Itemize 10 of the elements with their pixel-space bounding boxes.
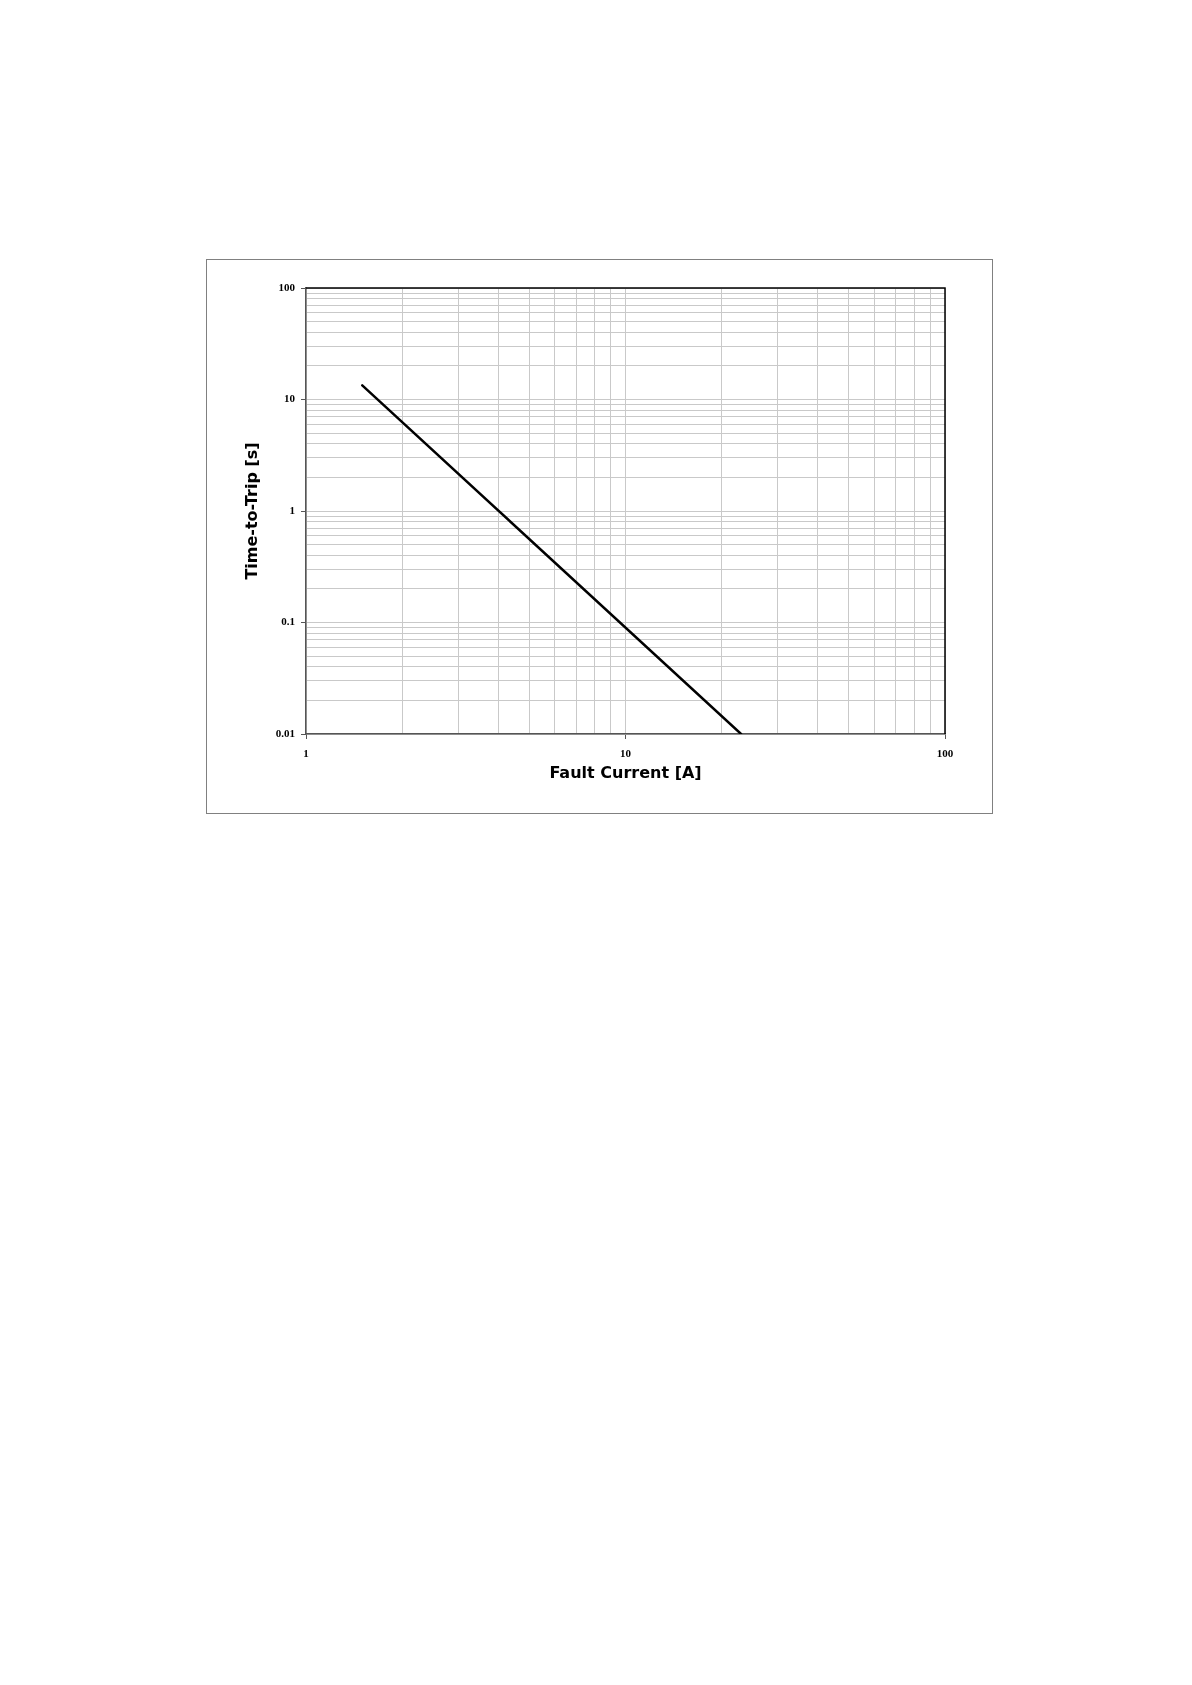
x-tick-label: 10 bbox=[620, 747, 632, 760]
x-tick-label: 100 bbox=[936, 747, 954, 760]
y-tick-label: 100 bbox=[278, 280, 296, 293]
y-tick-label: 1 bbox=[289, 503, 295, 516]
x-axis-title: Fault Current [A] bbox=[549, 762, 702, 782]
y-tick-label: 0.1 bbox=[281, 615, 295, 628]
y-axis-title: Time-to-Trip [s] bbox=[241, 442, 261, 580]
y-tick-label: 0.01 bbox=[275, 726, 295, 739]
y-tick-label: 10 bbox=[284, 392, 296, 405]
x-tick-label: 1 bbox=[303, 747, 309, 760]
